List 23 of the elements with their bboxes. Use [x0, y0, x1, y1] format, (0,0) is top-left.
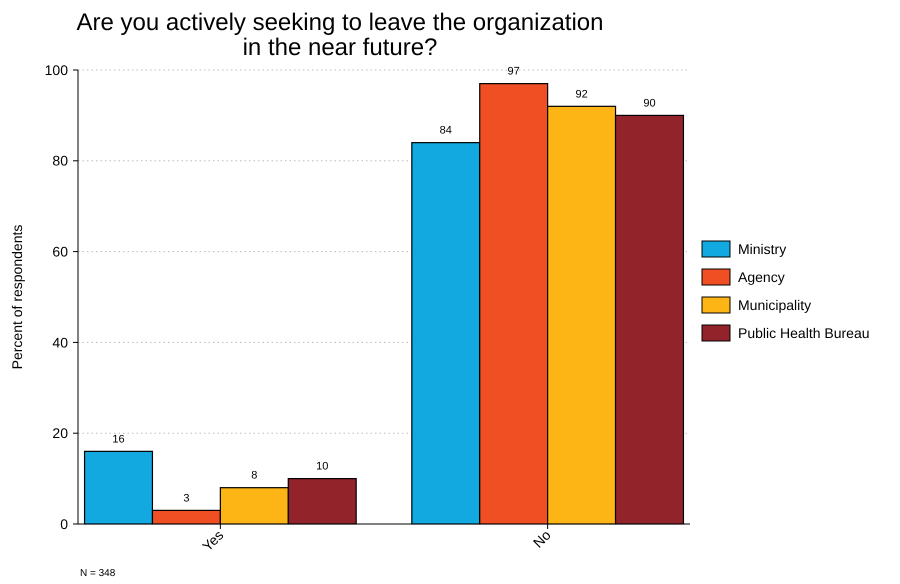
y-tick-label: 20 [52, 425, 68, 442]
y-tick-label: 60 [52, 244, 68, 260]
data-label: 84 [440, 124, 452, 137]
data-label: 97 [508, 66, 520, 78]
legend-label: Agency [738, 268, 785, 285]
legend-label: Municipality [738, 296, 812, 313]
y-tick-label: 40 [52, 334, 68, 350]
legend-label: Public Health Bureau [738, 324, 870, 341]
y-tick-label: 100 [44, 62, 68, 78]
x-tick-label: Yes [199, 526, 226, 554]
y-axis-title: Percent of respondents [9, 224, 25, 370]
data-label: 3 [183, 492, 190, 504]
chart-title: Are you actively seeking to leave the organization in the near future? [76, 9, 604, 61]
data-label: 16 [112, 433, 125, 446]
data-label: 10 [316, 460, 328, 473]
legend-label: Ministry [738, 240, 786, 257]
x-tick-label: No [530, 526, 554, 551]
y-tick-label: 0 [60, 516, 68, 532]
text: N = 348 [80, 568, 116, 579]
data-label: 8 [251, 470, 258, 482]
data-label: 90 [643, 97, 656, 110]
y-tick-label: 80 [52, 152, 68, 169]
data-label: 92 [575, 88, 588, 100]
